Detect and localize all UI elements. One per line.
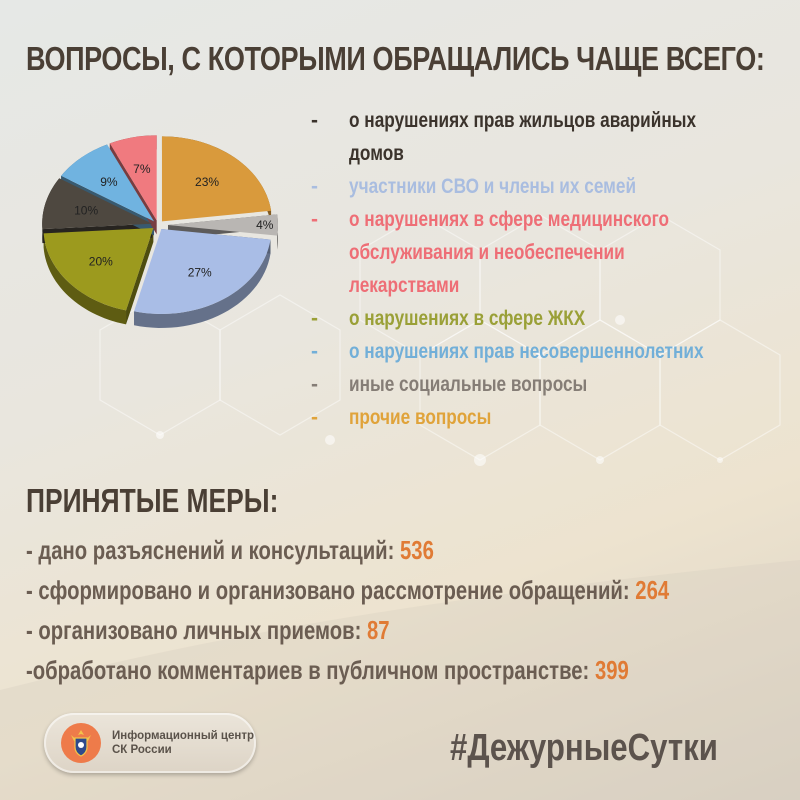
pie-slice [109,135,157,221]
measure-label: - организовано личных приемов: [26,615,368,645]
legend-item: - о нарушениях в сфере ЖКХ [305,302,785,335]
pie-chart: 23% 4% 27% 20% 10% 9% 7% [30,130,290,340]
measure-label: - сформировано и организовано рассмотрен… [26,575,636,605]
measure-label: - дано разъяснений и консультаций: [26,535,401,565]
chart-legend: - о нарушениях прав жильцов аварийных домо… [305,104,785,434]
hashtag: #ДежурныеСутки [450,727,718,769]
legend-dash: - [311,208,318,231]
pie-label: 7% [133,162,151,176]
pie-label: 23% [195,175,219,189]
legend-label: обслуживания и необеспечении [349,241,625,264]
legend-item: - о нарушениях в сфере медицинского обслуж… [305,203,785,302]
legend-item: - иные социальные вопросы [305,368,785,401]
badge-line2: СК России [112,744,172,756]
pie-slice [43,228,154,311]
legend-label: лекарствами [349,274,460,297]
pie-label: 27% [188,266,212,280]
legend-dash: - [311,340,318,363]
legend-label: домов [349,142,404,165]
measure-value: 87 [367,615,390,645]
pie-label: 4% [256,218,274,232]
legend-dash: - [311,406,318,429]
pie-label: 10% [74,204,98,218]
pie-slice [42,178,153,230]
legend-item: - о нарушениях прав жильцов аварийных домо… [305,104,785,170]
measure-value: 264 [635,575,670,605]
pie-slice [134,228,271,314]
legend-dash: - [311,307,318,330]
measures-list: - дано разъяснений и консультаций: 536- … [26,530,800,690]
pie-label: 9% [100,175,118,189]
info-center-badge[interactable]: Информационный центр СК России [44,713,256,773]
legend-dash: - [311,175,318,198]
pie-slice [61,144,155,222]
pie-label: 20% [89,255,113,269]
sk-russia-emblem-icon [61,723,101,763]
measure-item: - дано разъяснений и консультаций: 536 [26,530,650,570]
measures-title: ПРИНЯТЫЕ МЕРЫ: [26,482,279,519]
badge-line1: Информационный центр [112,730,254,742]
pie-slice [168,214,278,236]
legend-dash: - [311,373,318,396]
pie-slice-side [134,239,271,328]
legend-label: о нарушениях в сфере ЖКХ [349,307,586,330]
legend-item: - о нарушениях прав несовершеннолетних [305,335,785,368]
measure-item: - сформировано и организовано рассмотрен… [26,570,669,610]
pie-slice-side [43,233,127,325]
legend-label: прочие вопросы [349,406,492,429]
legend-dash: - [311,109,318,132]
legend-label: о нарушениях прав жильцов аварийных [349,109,697,132]
legend-label: иные социальные вопросы [349,373,588,396]
legend-label: о нарушениях в сфере медицинского [349,208,670,231]
page-title: ВОПРОСЫ, С КОТОРЫМИ ОБРАЩАЛИСЬ ЧАЩЕ ВСЕГ… [26,40,765,77]
legend-label: о нарушениях прав несовершеннолетних [349,340,704,363]
legend-item: - участники СВО и члены их семей [305,170,785,203]
measure-item: -обработано комментариев в публичном про… [26,650,650,690]
measure-value: 399 [594,655,629,685]
legend-item: - прочие вопросы [305,401,785,434]
pie-slice [161,136,272,222]
measure-label: -обработано комментариев в публичном про… [26,655,595,685]
measure-item: - организовано личных приемов: 87 [26,610,650,650]
legend-label: участники СВО и члены их семей [349,175,637,198]
measure-value: 536 [400,535,434,565]
